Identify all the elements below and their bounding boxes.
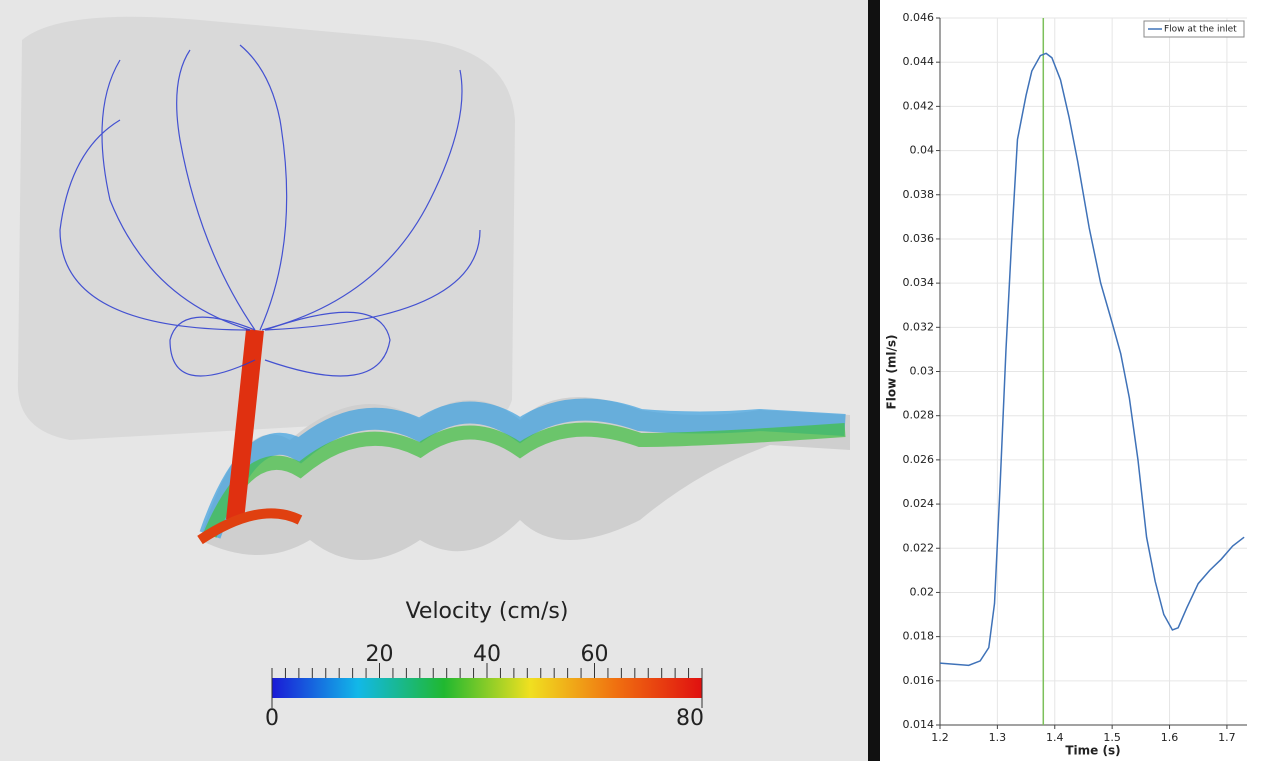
colorbar-tick-label: 80 — [676, 706, 704, 731]
y-tick-label: 0.016 — [903, 674, 935, 687]
y-tick-label: 0.028 — [903, 409, 935, 422]
x-tick-label: 1.6 — [1161, 731, 1179, 744]
vessel-render — [17, 16, 850, 560]
y-tick-label: 0.044 — [903, 55, 935, 68]
colorbar-tick-label: 60 — [581, 642, 609, 667]
colorbar-title: Velocity (cm/s) — [406, 599, 569, 624]
colorbar — [272, 678, 702, 698]
y-tick-label: 0.024 — [903, 497, 935, 510]
y-axis-label: Flow (ml/s) — [885, 335, 899, 410]
splitter — [868, 0, 880, 761]
colorbar-tick-label: 40 — [473, 642, 501, 667]
x-tick-label: 1.5 — [1103, 731, 1121, 744]
y-tick-label: 0.02 — [910, 585, 935, 598]
x-tick-label: 1.4 — [1046, 731, 1064, 744]
y-tick-label: 0.018 — [903, 630, 935, 643]
y-tick-label: 0.036 — [903, 232, 935, 245]
plot-view — [880, 0, 1262, 761]
x-tick-label: 1.2 — [931, 731, 949, 744]
legend-label: Flow at the inlet — [1164, 25, 1237, 35]
x-tick-label: 1.3 — [989, 731, 1007, 744]
y-tick-label: 0.022 — [903, 541, 935, 554]
line-series — [939, 52, 1245, 667]
colorbar-tick-label: 20 — [366, 642, 394, 667]
legend-box — [1143, 20, 1245, 38]
colorbar-tick-label: 0 — [265, 706, 279, 731]
x-tick-label: 1.7 — [1218, 731, 1236, 744]
y-tick-label: 0.026 — [903, 453, 935, 466]
y-tick-label: 0.014 — [903, 718, 935, 731]
y-tick-label: 0.03 — [910, 365, 935, 378]
y-tick-label: 0.032 — [903, 320, 935, 333]
y-tick-label: 0.042 — [903, 99, 935, 112]
y-tick-label: 0.046 — [903, 11, 935, 24]
x-axis-label: Time (s) — [1065, 744, 1120, 758]
y-tick-label: 0.034 — [903, 276, 935, 289]
y-tick-label: 0.038 — [903, 188, 935, 201]
y-tick-label: 0.04 — [910, 144, 935, 157]
